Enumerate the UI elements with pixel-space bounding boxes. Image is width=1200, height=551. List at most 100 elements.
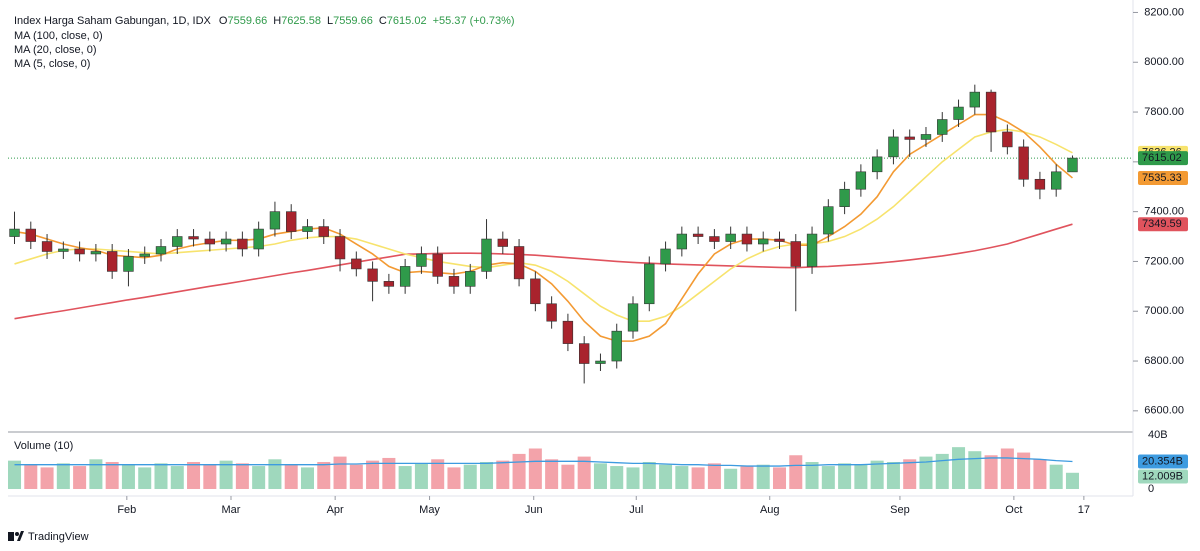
header-title: Index Harga Saham Gabungan, 1D, IDX [14,15,212,27]
volume-bar [952,447,966,489]
candle-body [611,330,622,362]
volume-bar [854,464,868,489]
candle-body [806,233,818,267]
volume-bar [642,462,656,489]
legend-entry: MA (100, close, 0) [14,30,103,42]
volume-bar [903,459,917,489]
price-badge [1138,217,1188,232]
candle-body [1051,171,1062,190]
price-badge-label: 7349.59 [1142,218,1182,230]
candle-body [904,136,915,140]
ohlc-value: 7625.58 [281,15,321,27]
candle-body [1067,157,1078,173]
volume-bar [1017,452,1031,489]
volume-bar [545,459,559,489]
volume-bar [268,459,282,489]
candle-body [220,238,232,245]
logo [8,531,24,541]
volume-tick-label: 0 [1148,483,1154,495]
candle-body [188,236,199,240]
x-tick-label: Apr [327,504,344,516]
volume-bar [740,466,754,489]
x-tick-label: Aug [760,504,780,516]
price-badge-label: 7535.33 [1142,172,1182,184]
volume-bar [496,460,510,489]
brand: TradingView [28,531,89,543]
candle-body [823,206,834,235]
volume-bar [414,463,428,489]
x-tick-label: 17 [1078,504,1090,516]
candle-body [58,248,69,252]
change: +55.37 (+0.73%) [433,15,515,27]
candle-body [725,233,736,242]
volume-bar [870,460,884,489]
volume-bar [105,462,119,489]
candle-body [660,248,671,265]
y-tick-label: 6600.00 [1144,405,1184,417]
volume-bar [691,467,705,489]
volume-bar [219,460,233,489]
volume-tick-label: 40B [1148,429,1168,441]
ma-line [14,128,1073,322]
volume-bar [300,467,314,489]
y-tick-label: 7200.00 [1144,255,1184,267]
candle-body [383,281,395,287]
candle-body [985,91,997,133]
volume-bar [805,462,819,489]
candle-body [644,263,655,305]
candle-body [513,246,525,280]
candle-body [562,320,574,344]
candle-body [139,253,150,257]
volume-bar [789,455,803,489]
volume-bar [886,462,900,489]
candle-body [1002,131,1013,148]
candle-body [90,251,102,255]
volume-bar [349,464,363,489]
candle-body [253,228,264,250]
volume-bar [756,464,770,489]
candle-body [465,271,476,287]
candle-body [302,226,313,232]
candle-body [676,233,688,250]
ohlc-letter: H [273,15,281,27]
candle-body [692,233,704,237]
candle-body [758,238,769,245]
candle-body [318,226,329,237]
x-tick-label: May [419,504,440,516]
y-tick-label: 7400.00 [1144,206,1184,218]
header: Index Harga Saham Gabungan, 1D, IDX O7559… [14,15,515,27]
volume-badge [1138,469,1188,484]
ma-line [14,223,1073,320]
volume-bar [447,467,461,489]
candle-body [888,136,899,158]
y-tick-label: 8200.00 [1144,6,1184,18]
volume-bar [317,462,331,489]
candle-body [399,266,411,287]
volume-ma-line [14,457,1073,467]
ohlc-value: 7615.02 [387,15,427,27]
ohlc-letter: C [379,15,387,27]
legend-entry: MA (20, close, 0) [14,44,97,56]
candle-body [351,258,362,270]
volume-bar [821,466,835,489]
volume-bar [984,455,998,489]
candle-body [953,106,964,120]
y-tick-label: 6800.00 [1144,355,1184,367]
volume-bar [1049,464,1063,489]
volume-bar [577,456,591,489]
volume-bar [252,466,266,489]
volume-bar [382,457,396,489]
volume-bar [284,464,298,489]
candle-body [790,241,801,267]
price-badge [1138,151,1188,166]
x-tick-label: Feb [117,504,136,516]
x-tick-label: Jun [525,504,543,516]
price-badge-label: 7615.02 [1142,152,1182,164]
candle-body [530,278,541,305]
x-tick-label: Jul [629,504,643,516]
candle-body [155,246,167,255]
price-badge [1138,170,1188,185]
volume-bar [89,459,103,489]
y-tick-label: 7000.00 [1144,305,1184,317]
